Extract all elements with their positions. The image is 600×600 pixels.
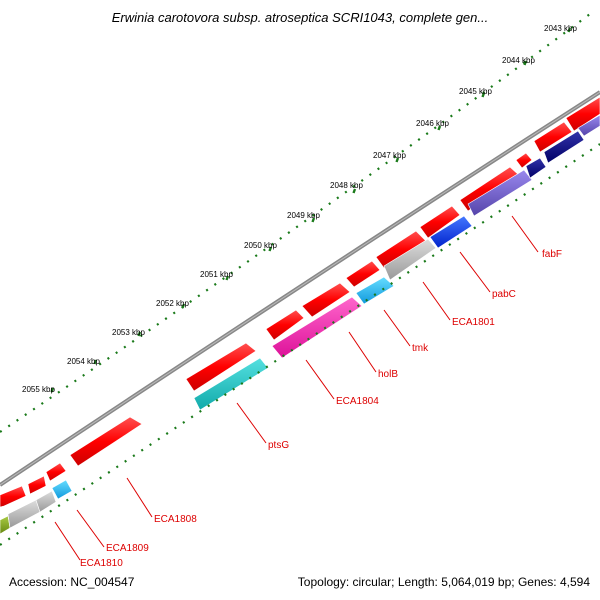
gene-sky[interactable]	[51, 479, 73, 500]
kbp-label-2050: 2050 kbp	[244, 241, 277, 250]
gene-magenta[interactable]	[271, 296, 363, 359]
label-leaders	[54, 215, 539, 561]
gene-label-holB[interactable]: holB	[378, 369, 398, 380]
kbp-label-2052: 2052 kbp	[156, 299, 189, 308]
kbp-label-2048: 2048 kbp	[330, 181, 363, 190]
kbp-label-2054: 2054 kbp	[67, 357, 100, 366]
gene-purple[interactable]	[467, 169, 533, 217]
gene-blue[interactable]	[429, 215, 473, 249]
gene-arrow[interactable]	[45, 462, 67, 482]
gene-cyan[interactable]	[193, 357, 269, 411]
gene-arrow[interactable]	[515, 152, 533, 169]
gene-label-ptsG[interactable]: ptsG	[268, 440, 289, 451]
kbp-label-2045: 2045 kbp	[459, 87, 492, 96]
inner-ruler-arc	[0, 143, 600, 546]
kbp-label-2046: 2046 kbp	[416, 119, 449, 128]
gene-gray[interactable]	[35, 490, 57, 513]
gene-arrow[interactable]	[533, 121, 573, 153]
gene-navy[interactable]	[543, 130, 585, 164]
forward-strand-track	[0, 96, 600, 508]
kbp-label-2047: 2047 kbp	[373, 151, 406, 160]
gene-sky[interactable]	[355, 276, 395, 305]
kbp-label-2049: 2049 kbp	[287, 211, 320, 220]
gene-arrow[interactable]	[565, 96, 600, 132]
gene-label-tmk[interactable]: tmk	[412, 343, 429, 354]
genome-summary-label: Topology: circular; Length: 5,064,019 bp…	[297, 575, 590, 589]
gene-label-ECA1804[interactable]: ECA1804	[336, 396, 379, 407]
gene-label-fabF[interactable]: fabF	[542, 249, 562, 260]
gene-gray[interactable]	[383, 238, 437, 281]
gene-arrow[interactable]	[27, 475, 47, 495]
kbp-label-2043: 2043 kbp	[544, 24, 577, 33]
gene-label-ECA1808[interactable]: ECA1808	[154, 514, 197, 525]
gene-arrow[interactable]	[419, 205, 461, 239]
reverse-strand-track	[0, 114, 600, 535]
gene-arrow[interactable]	[265, 309, 305, 341]
gene-gray[interactable]	[7, 499, 41, 529]
ruler-arc	[0, 13, 591, 433]
gene-arrow[interactable]	[301, 282, 351, 318]
accession-label: Accession: NC_004547	[9, 575, 135, 589]
gene-purple[interactable]	[577, 114, 600, 137]
kbp-label-2051: 2051 kbp	[200, 270, 233, 279]
kbp-label-2055: 2055 kbp	[22, 385, 55, 394]
gene-arrow[interactable]	[69, 416, 143, 467]
gene-label-pabC[interactable]: pabC	[492, 289, 516, 300]
map-title: Erwinia carotovora subsp. atroseptica SC…	[111, 10, 489, 25]
ruler-ticks	[50, 27, 572, 393]
gene-label-ECA1801[interactable]: ECA1801	[452, 317, 495, 328]
kbp-label-2053: 2053 kbp	[112, 328, 145, 337]
gene-navy[interactable]	[525, 157, 547, 179]
gene-arrow[interactable]	[185, 342, 257, 392]
kbp-label-2044: 2044 kbp	[502, 56, 535, 65]
gene-arrow[interactable]	[0, 485, 27, 508]
gene-label-ECA1809[interactable]: ECA1809	[106, 543, 149, 554]
gene-label-ECA1810[interactable]: ECA1810	[80, 558, 123, 569]
gene-arrow[interactable]	[345, 260, 381, 288]
